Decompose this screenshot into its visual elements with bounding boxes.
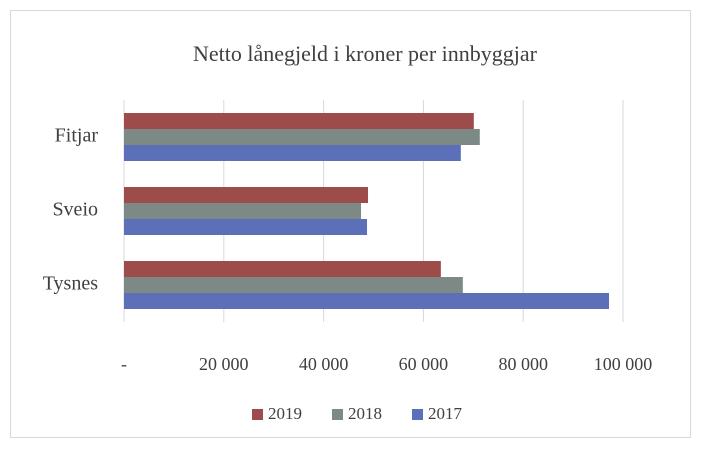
legend-label: 2019 — [268, 404, 302, 423]
bar — [124, 277, 463, 293]
x-tick-label: 60 000 — [399, 354, 449, 374]
y-tick-label: Tysnes — [43, 273, 98, 295]
y-tick-label: Fitjar — [55, 125, 99, 147]
bar — [124, 293, 610, 309]
chart-title: Netto lånegjeld i kroner per innbyggjar — [193, 41, 538, 66]
x-tick-label: 40 000 — [299, 354, 349, 374]
bar — [124, 145, 461, 161]
legend-label: 2017 — [428, 404, 463, 423]
x-tick-label: - — [121, 354, 127, 374]
bar — [124, 203, 362, 219]
bar — [124, 113, 474, 129]
legend-swatch — [332, 409, 343, 420]
legend-swatch — [412, 409, 423, 420]
bar — [124, 261, 441, 277]
legend-label: 2018 — [348, 404, 382, 423]
bar — [124, 129, 480, 145]
x-tick-label: 80 000 — [498, 354, 548, 374]
legend-swatch — [252, 409, 263, 420]
x-tick-label: 20 000 — [199, 354, 249, 374]
bar — [124, 187, 369, 203]
bar — [124, 219, 368, 235]
y-tick-label: Sveio — [52, 199, 98, 221]
x-tick-label: 100 000 — [594, 354, 653, 374]
